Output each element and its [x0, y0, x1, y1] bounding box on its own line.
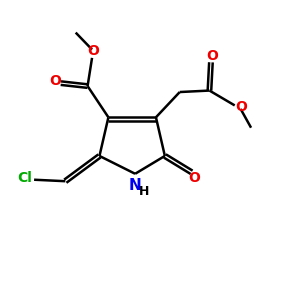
Text: O: O [235, 100, 247, 114]
Text: O: O [88, 44, 100, 58]
Text: O: O [188, 171, 200, 184]
Text: H: H [139, 185, 149, 198]
Text: O: O [206, 49, 218, 63]
Text: N: N [129, 178, 142, 193]
Text: Cl: Cl [18, 171, 33, 185]
Text: O: O [50, 74, 61, 88]
